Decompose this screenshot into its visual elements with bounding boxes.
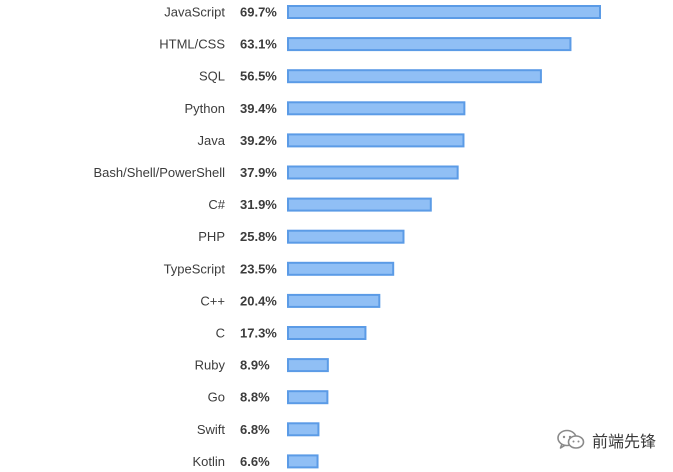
bar-php	[287, 229, 405, 244]
bar-go	[287, 390, 329, 405]
value-label-c: 17.3%	[240, 326, 277, 341]
value-labels: 69.7% 63.1% 56.5% 39.4% 39.2% 37.9% 31.9% 25.8%…	[240, 5, 277, 469]
category-label-kotlin: Kotlin	[192, 454, 225, 469]
category-label-sql: SQL	[199, 69, 225, 84]
category-label-go: Go	[208, 390, 225, 405]
value-label-sql: 56.5%	[240, 69, 277, 84]
value-label-javascript: 69.7%	[240, 5, 277, 20]
category-label-csharp: C#	[208, 197, 225, 212]
bar-java	[287, 133, 465, 148]
bar-sql	[287, 69, 542, 84]
bar-csharp	[287, 197, 432, 212]
bar-swift	[287, 422, 320, 437]
value-label-csharp: 31.9%	[240, 197, 277, 212]
watermark: 前端先锋	[556, 428, 656, 452]
bars	[287, 5, 601, 469]
category-label-html-css: HTML/CSS	[159, 37, 225, 52]
value-label-kotlin: 6.6%	[240, 454, 270, 469]
category-label-typescript: TypeScript	[164, 261, 226, 276]
value-label-java: 39.2%	[240, 133, 277, 148]
bar-kotlin	[287, 454, 319, 469]
value-label-go: 8.8%	[240, 390, 270, 405]
category-label-python: Python	[185, 101, 225, 116]
value-label-swift: 6.8%	[240, 422, 270, 437]
category-labels: JavaScript HTML/CSS SQL Python Java Bash/Shel…	[93, 5, 225, 469]
category-label-php: PHP	[198, 229, 225, 244]
bar-javascript	[287, 5, 601, 19]
bar-html-css	[287, 37, 572, 52]
category-label-java: Java	[198, 133, 226, 148]
bar-ruby	[287, 358, 329, 373]
category-label-ruby: Ruby	[195, 358, 226, 373]
value-label-ruby: 8.9%	[240, 358, 270, 373]
value-label-python: 39.4%	[240, 101, 277, 116]
category-label-bash-shell-powershell: Bash/Shell/PowerShell	[93, 165, 225, 180]
value-label-cpp: 20.4%	[240, 293, 277, 308]
value-label-bash-shell-powershell: 37.9%	[240, 165, 277, 180]
bar-c	[287, 326, 367, 340]
value-label-php: 25.8%	[240, 229, 277, 244]
wechat-icon	[557, 429, 585, 449]
category-label-javascript: JavaScript	[164, 5, 225, 20]
bar-cpp	[287, 293, 381, 308]
category-label-swift: Swift	[197, 422, 226, 437]
value-label-typescript: 23.5%	[240, 261, 277, 276]
category-label-c: C	[216, 326, 225, 341]
value-label-html-css: 63.1%	[240, 37, 277, 52]
bar-typescript	[287, 261, 395, 276]
bar-python	[287, 101, 466, 116]
bar-bash-shell-powershell	[287, 165, 459, 180]
category-label-cpp: C++	[200, 293, 225, 308]
watermark-text: 前端先锋	[592, 432, 657, 451]
